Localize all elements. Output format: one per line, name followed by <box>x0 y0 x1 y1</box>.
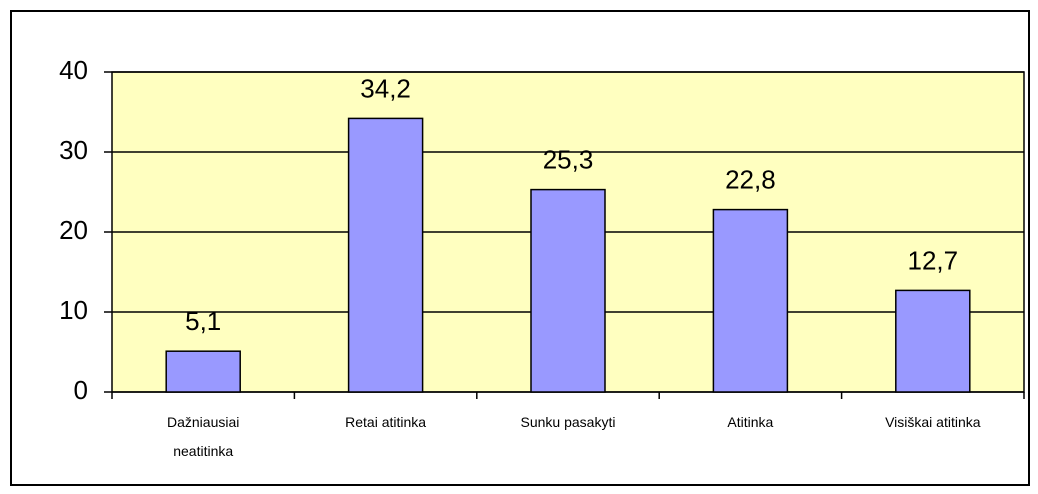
bar <box>712 208 789 393</box>
data-label: 22,8 <box>725 164 776 194</box>
data-label: 34,2 <box>360 73 411 103</box>
bar <box>347 117 424 393</box>
data-label: 25,3 <box>543 144 594 174</box>
bar <box>895 289 971 393</box>
x-tick-label: Retai atitinka <box>345 414 427 430</box>
y-tick-label: 40 <box>59 55 88 85</box>
x-tick-label: Dažniausiai neatitinka <box>167 414 240 459</box>
data-label: 5,1 <box>185 306 221 336</box>
data-label: 12,7 <box>907 245 958 275</box>
bar <box>530 188 606 393</box>
x-tick-label: Sunku pasakyti <box>520 414 616 430</box>
y-tick-label: 10 <box>59 295 88 325</box>
y-tick-label: 30 <box>59 135 88 165</box>
x-tick-label: Atitinka <box>727 414 774 430</box>
y-tick-label: 20 <box>59 215 88 245</box>
bar <box>165 350 241 393</box>
x-tick-label: Visiškai atitinka <box>885 414 981 430</box>
y-tick-label: 0 <box>74 375 88 405</box>
